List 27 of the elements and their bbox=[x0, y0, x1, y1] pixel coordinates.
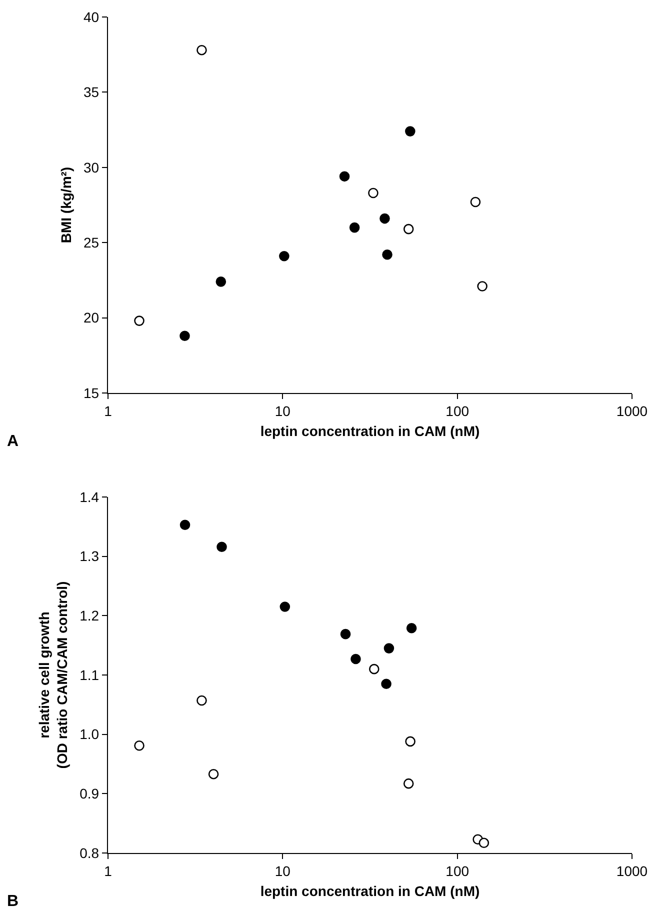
y-tick-label: 1.3 bbox=[80, 548, 100, 564]
y-tick-label: 0.8 bbox=[80, 844, 100, 861]
x-axis-title: leptin concentration in CAM (nM) bbox=[260, 883, 480, 900]
y-tick-label: 25 bbox=[84, 234, 100, 250]
x-tick-label: 1 bbox=[104, 862, 112, 879]
y-tick-label: 30 bbox=[84, 159, 100, 176]
y-tick-label: 40 bbox=[84, 8, 100, 25]
text: A bbox=[7, 433, 19, 450]
x-tick-label: 1000 bbox=[616, 402, 648, 419]
y-tick-label: 35 bbox=[84, 84, 100, 100]
y-tick-label: 15 bbox=[84, 384, 100, 401]
y-tick-label: 1.4 bbox=[80, 488, 100, 505]
x-tick-label: 1 bbox=[104, 402, 112, 419]
y-tick-label: 1.0 bbox=[80, 726, 100, 742]
x-tick-label: 100 bbox=[446, 402, 470, 419]
y-axis-title: BMI (kg/m²) bbox=[58, 166, 74, 244]
y-tick-label: 20 bbox=[84, 310, 100, 326]
y-tick-label: 0.9 bbox=[80, 786, 100, 802]
y-tick-label: 1.1 bbox=[80, 666, 100, 683]
text: B bbox=[7, 893, 19, 910]
x-axis-title: leptin concentration in CAM (nM) bbox=[260, 423, 480, 440]
x-tick-label: 10 bbox=[274, 862, 291, 879]
x-tick-label: 10 bbox=[274, 402, 291, 419]
x-tick-label: 100 bbox=[446, 862, 470, 879]
y-axis-title: relative cell growth (OD ratio CAM/CAM control) bbox=[36, 581, 70, 769]
y-tick-label: 1.2 bbox=[80, 608, 100, 624]
x-tick-label: 1000 bbox=[616, 862, 648, 879]
